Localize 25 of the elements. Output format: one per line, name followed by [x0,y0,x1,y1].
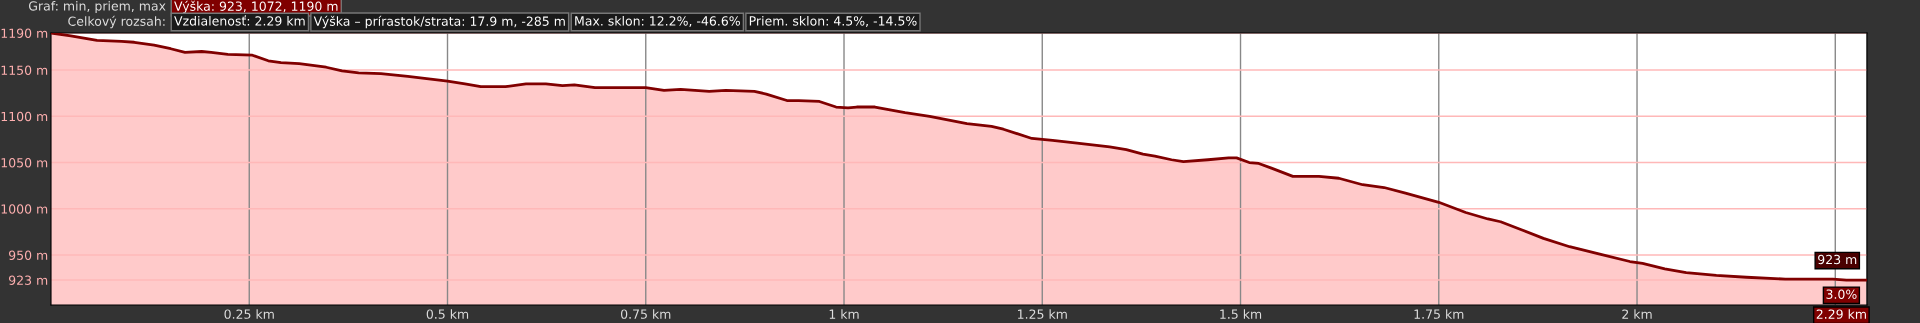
text: Výška – prírastok/strata: 17.9 m, -285 m [313,15,565,29]
y-tick-label: 1050 m [1,158,48,168]
y-tick-label: 923 m [9,275,48,285]
x-tick-label: 1.25 km [1018,309,1067,319]
annotation: 923 m [1818,254,1857,265]
x-tick-label: 1.75 km [1414,309,1464,319]
x-tick-label: 0.75 km [620,309,671,319]
chart-title: Graf: min, priem, max [28,0,166,14]
x-tick-label: 2.29 km [1816,309,1866,319]
y-tick-label: 1000 m [1,204,48,214]
x-tick-label: 1.5 km [1220,309,1262,319]
y-tick-label: 1150 m [1,65,48,75]
x-tick-label: 2 km [1622,309,1652,319]
y-tick-label: 950 m [9,250,48,260]
x-tick-label: 0.25 km [224,309,274,319]
text: Priem. sklon: 4.5%, -14.5% [749,15,917,27]
annotation: 3.0% [1826,289,1857,299]
chart-subtitle: Celkový rozsah: [68,15,165,29]
x-tick-label: 1 km [829,309,859,319]
text: Max. sklon: 12.2%, -46.6% [575,15,740,27]
text: Výška: 923, 1072, 1190 m [174,0,338,14]
y-tick-label: 1100 m [1,111,48,122]
x-tick-label: 0.5 km [426,309,469,319]
y-tick-label: 1190 m [1,28,48,38]
text: Vzdialenosť: 2.29 km [174,15,305,26]
